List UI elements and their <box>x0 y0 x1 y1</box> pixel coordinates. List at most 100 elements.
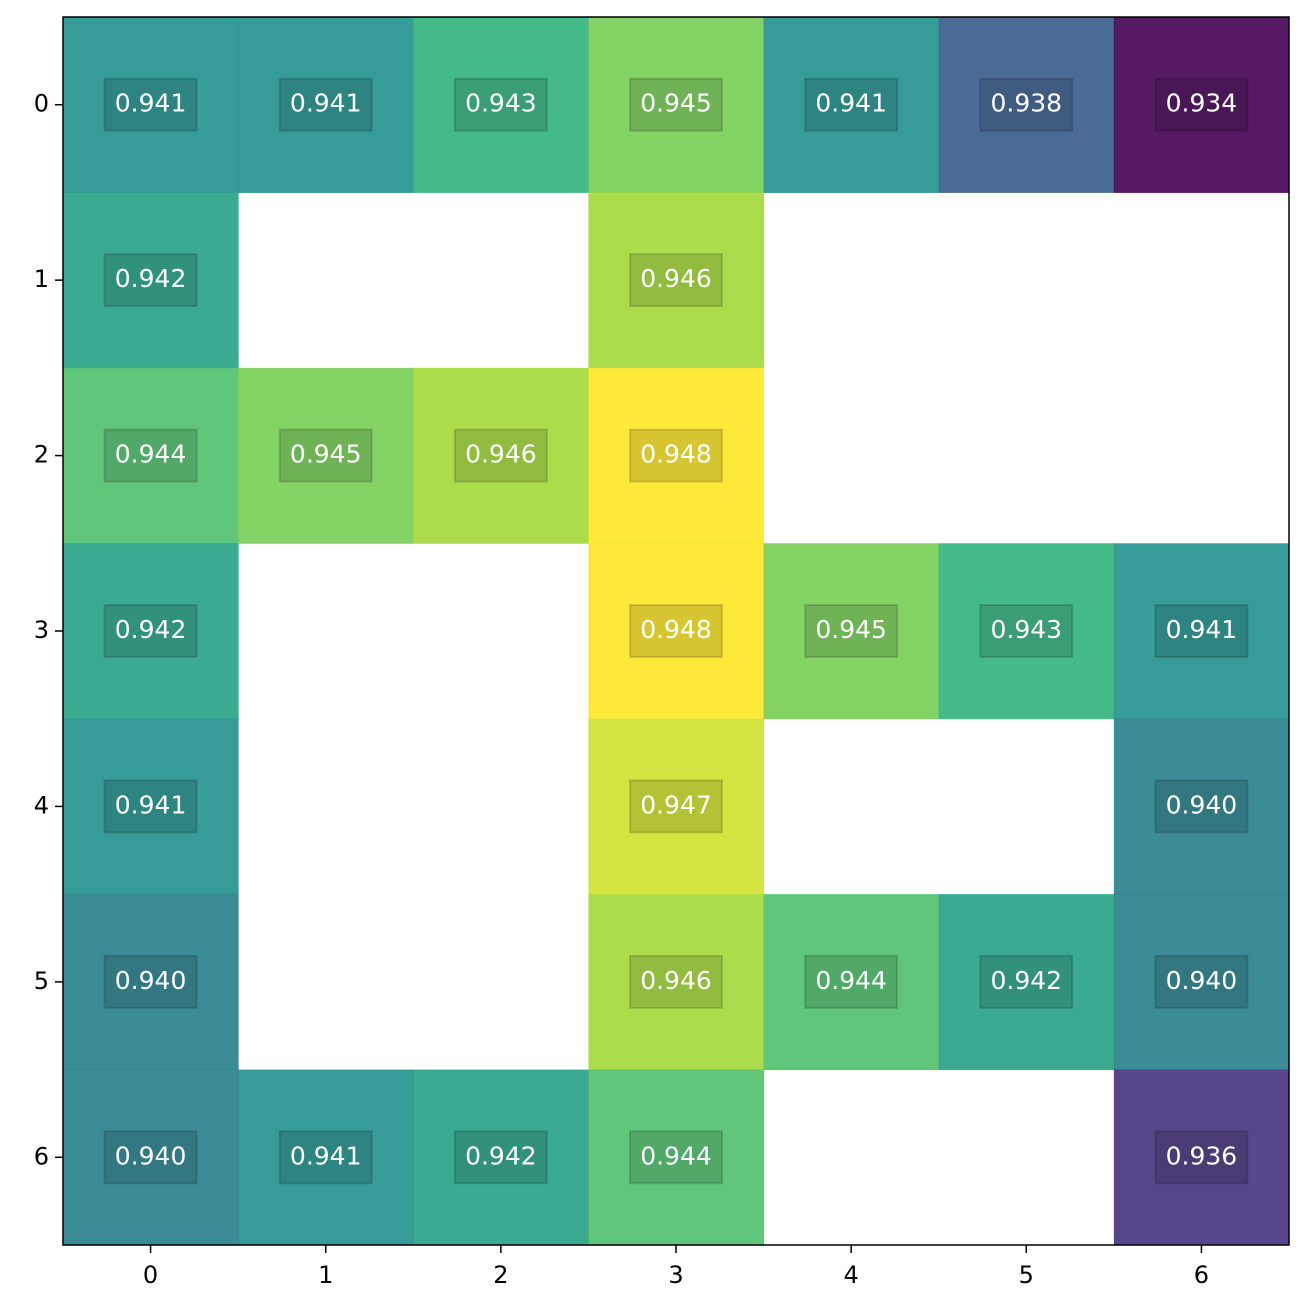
value-label: 0.941 <box>115 89 187 118</box>
heatmap-cell <box>238 17 414 193</box>
value-label-box <box>629 428 723 483</box>
heatmap-cell <box>588 192 765 369</box>
value-label: 0.945 <box>640 89 712 118</box>
heatmap-cell <box>588 718 765 895</box>
heatmap-cell <box>63 1069 239 1246</box>
value-label: 0.942 <box>465 1141 537 1170</box>
value-label: 0.938 <box>990 89 1062 118</box>
heatmap-cell <box>1113 718 1290 895</box>
value-label-box <box>1154 604 1249 658</box>
heatmap-cell <box>413 367 589 544</box>
y-tick-label: 5 <box>34 967 49 995</box>
heatmap-cell <box>588 17 765 193</box>
y-tick-label: 3 <box>34 616 49 644</box>
value-label-box <box>629 253 723 308</box>
value-label-box <box>629 604 723 658</box>
x-tick-label: 3 <box>668 1261 683 1289</box>
value-label-box <box>103 1130 198 1185</box>
heatmap-cell <box>588 894 765 1071</box>
value-label: 0.940 <box>115 1141 187 1170</box>
heatmap-cell <box>63 894 239 1071</box>
heatmap-cell <box>938 17 1115 193</box>
value-label: 0.945 <box>290 440 362 469</box>
x-tick-label: 5 <box>1019 1261 1034 1289</box>
value-label: 0.941 <box>815 89 887 118</box>
value-label: 0.934 <box>1166 89 1238 118</box>
value-label-box <box>979 954 1074 1009</box>
value-label-box <box>453 1130 548 1185</box>
heatmap-cell <box>63 543 239 720</box>
value-label: 0.936 <box>1166 1141 1238 1170</box>
value-label: 0.942 <box>115 615 187 644</box>
value-label-box <box>453 428 548 483</box>
heatmap-cell <box>413 17 589 193</box>
value-label-box <box>979 604 1074 658</box>
y-tick-label: 6 <box>34 1142 49 1170</box>
heatmap-cell <box>238 367 414 544</box>
y-tick-label: 4 <box>34 791 49 819</box>
value-label-box <box>278 77 373 132</box>
value-label: 0.948 <box>640 440 712 469</box>
heatmap-cell <box>588 367 765 544</box>
heatmap-cell <box>413 1069 589 1246</box>
heatmap-cell <box>1113 1069 1290 1246</box>
y-tick-label: 2 <box>34 441 49 469</box>
value-label: 0.944 <box>815 966 887 995</box>
value-label: 0.943 <box>990 615 1062 644</box>
value-label: 0.941 <box>290 89 362 118</box>
value-label-box <box>453 77 548 132</box>
value-label-box <box>103 253 198 308</box>
heatmap-cell <box>938 543 1115 720</box>
value-label-box <box>629 954 723 1009</box>
value-label-box <box>629 1130 723 1185</box>
value-label-box <box>103 428 198 483</box>
value-label-box <box>1154 1130 1249 1185</box>
value-label: 0.944 <box>640 1141 712 1170</box>
heatmap-cell <box>938 894 1115 1071</box>
value-label-box <box>804 604 899 658</box>
value-label: 0.942 <box>115 264 187 293</box>
heatmap-cell <box>1113 543 1290 720</box>
value-label: 0.946 <box>640 966 712 995</box>
value-label-box <box>103 779 198 834</box>
value-label: 0.944 <box>115 440 187 469</box>
heatmap-cell <box>1113 17 1290 193</box>
value-label: 0.941 <box>1166 615 1238 644</box>
value-label: 0.946 <box>640 264 712 293</box>
heatmap-cell <box>63 192 239 369</box>
value-label-box <box>1154 954 1249 1009</box>
heatmap-cell <box>238 1069 414 1246</box>
value-label: 0.947 <box>640 790 712 819</box>
x-tick-label: 4 <box>844 1261 859 1289</box>
value-label-box <box>629 779 723 834</box>
value-label-box <box>1154 77 1249 132</box>
heatmap-cell <box>63 718 239 895</box>
value-label-box <box>278 428 373 483</box>
value-label: 0.943 <box>465 89 537 118</box>
value-label-box <box>629 77 723 132</box>
value-label: 0.946 <box>465 440 537 469</box>
y-tick-label: 1 <box>34 265 49 293</box>
x-tick-label: 0 <box>143 1261 158 1289</box>
value-label: 0.941 <box>290 1141 362 1170</box>
heatmap-cell <box>63 367 239 544</box>
value-label-box <box>804 77 899 132</box>
x-tick-label: 1 <box>318 1261 333 1289</box>
value-label-box <box>804 954 899 1009</box>
x-tick-label: 6 <box>1194 1261 1209 1289</box>
value-label-box <box>103 77 198 132</box>
heatmap-cell <box>63 17 239 193</box>
heatmap-cell <box>588 543 765 720</box>
heatmap-cell <box>588 1069 765 1246</box>
value-label: 0.940 <box>115 966 187 995</box>
value-label-box <box>278 1130 373 1185</box>
value-label: 0.948 <box>640 615 712 644</box>
value-label: 0.942 <box>990 966 1062 995</box>
y-tick-label: 0 <box>34 90 49 118</box>
x-tick-label: 2 <box>493 1261 508 1289</box>
value-label-box <box>103 604 198 658</box>
value-label-box <box>103 954 198 1009</box>
heatmap-cell <box>1113 894 1290 1071</box>
